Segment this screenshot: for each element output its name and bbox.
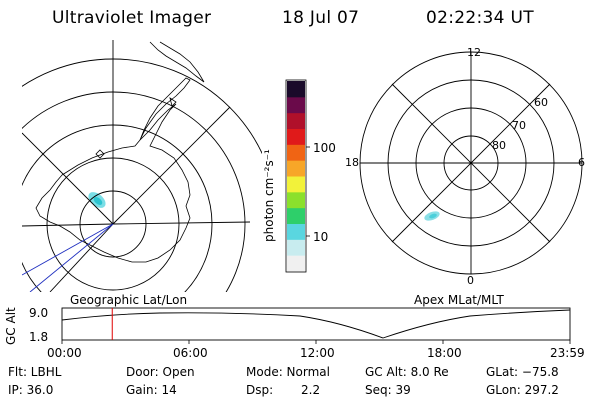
app-title: Ultraviolet Imager xyxy=(52,8,212,28)
geo-meridian-5 xyxy=(112,106,231,225)
apex-polar-plot xyxy=(359,51,583,275)
info-door: Door: Open xyxy=(126,365,195,379)
timeline-x-tick-1800: 18:00 xyxy=(427,346,462,360)
mlt-label-6: 6 xyxy=(578,156,585,169)
colorbar-cell xyxy=(287,176,305,193)
colorbar-cell xyxy=(287,223,305,240)
info-flt: Flt: LBHL xyxy=(8,365,62,379)
timeline-y-tick-1.8: 1.8 xyxy=(29,330,49,344)
colorbar-tick-10: 10 xyxy=(313,230,329,244)
timeline-x-tick-0000: 00:00 xyxy=(47,346,82,360)
colorbar-cell xyxy=(287,128,305,145)
timeline-y-tick-9: 9.0 xyxy=(29,306,49,320)
colorbar xyxy=(285,79,310,273)
info-glon: GLon: 297.2 xyxy=(486,383,559,397)
mlat-label-60: 60 xyxy=(534,96,548,109)
geo-meridian-2 xyxy=(112,221,251,225)
info-dsp-label: Dsp: xyxy=(246,383,274,397)
geo-meridian-6 xyxy=(49,223,114,292)
date-label: 18 Jul 07 xyxy=(282,8,360,28)
mlat-label-80: 80 xyxy=(492,139,506,152)
apex-map-caption: Apex MLat/MLT xyxy=(414,293,504,307)
time-label: 02:22:34 UT xyxy=(426,8,534,28)
timeline-plot xyxy=(61,307,571,344)
mlt-label-0: 0 xyxy=(467,274,474,287)
timeline-x-tick-1200: 12:00 xyxy=(300,346,335,360)
info-gain: Gain: 14 xyxy=(126,383,177,397)
antarctica-coastline xyxy=(35,103,191,263)
timeline-y-label: GC Alt xyxy=(4,307,18,345)
colorbar-cell xyxy=(287,81,305,98)
altitude-curve xyxy=(61,309,571,339)
info-seq: Seq: 39 xyxy=(365,383,411,397)
info-dsp-value: 2.2 xyxy=(301,383,321,397)
aurora-core-geo xyxy=(93,197,103,205)
colorbar-cell xyxy=(287,207,305,224)
colorbar-cell xyxy=(287,112,305,129)
info-mode: Mode: Normal xyxy=(246,365,330,379)
terminator-line-2 xyxy=(22,223,114,276)
geo-meridian-4 xyxy=(22,132,114,225)
peninsula-outline xyxy=(139,77,191,141)
geo-map-caption: Geographic Lat/Lon xyxy=(70,293,188,307)
south-america-tip xyxy=(149,41,205,83)
colorbar-cell xyxy=(287,255,305,272)
info-glat: GLat: −75.8 xyxy=(486,365,559,379)
colorbar-unit-label: photon cm⁻²s⁻¹ xyxy=(262,149,276,242)
terminator-line xyxy=(29,223,114,292)
colorbar-cell xyxy=(287,96,305,114)
mlat-label-70: 70 xyxy=(512,119,526,132)
colorbar-cell xyxy=(287,239,305,256)
colorbar-tick-100: 100 xyxy=(313,141,336,155)
timeline-x-tick-0600: 06:00 xyxy=(173,346,208,360)
mlt-label-18: 18 xyxy=(345,156,359,169)
colorbar-cell xyxy=(287,191,305,209)
timeline-x-tick-2359: 23:59 xyxy=(550,346,585,360)
island-outline-1 xyxy=(169,97,177,107)
mlt-label-12: 12 xyxy=(467,46,481,59)
info-gc-alt: GC Alt: 8.0 Re xyxy=(365,365,449,379)
island-outline-2 xyxy=(95,149,105,159)
info-ip: IP: 36.0 xyxy=(8,383,54,397)
geographic-map xyxy=(22,40,262,292)
colorbar-cell xyxy=(287,160,305,177)
geo-meridian-3 xyxy=(22,223,114,227)
colorbar-cell xyxy=(287,144,305,161)
